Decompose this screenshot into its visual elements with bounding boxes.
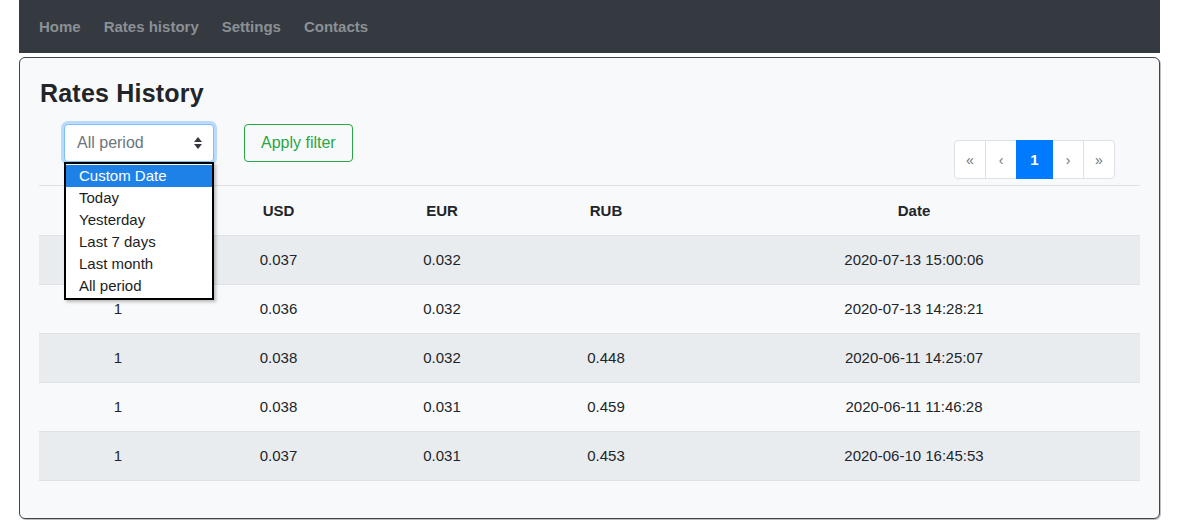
select-arrows-icon (194, 137, 202, 149)
dropdown-option[interactable]: Last 7 days (66, 231, 212, 253)
table-row: 1 0.038 0.032 0.448 2020-06-11 14:25:07 (39, 334, 1140, 383)
cell-usd: 0.036 (197, 285, 360, 334)
dropdown-option[interactable]: All period (66, 275, 212, 297)
column-header-date: Date (688, 186, 1140, 236)
table-row: 1 0.038 0.031 0.459 2020-06-11 11:46:28 (39, 383, 1140, 432)
table-row: 1 0.037 0.031 0.453 2020-06-10 16:45:53 (39, 432, 1140, 481)
cell-eur: 0.032 (360, 285, 524, 334)
cell-eur: 0.031 (360, 432, 524, 481)
cell-usd: 0.037 (197, 236, 360, 285)
cell-eur: 0.032 (360, 236, 524, 285)
cell-rub: 0.453 (524, 432, 688, 481)
pagination: « ‹ 1 › » (954, 140, 1115, 146)
cell-date: 2020-07-13 15:00:06 (688, 236, 1140, 285)
period-dropdown: Custom Date Today Yesterday Last 7 days … (64, 162, 214, 300)
cell-byn: 1 (39, 334, 197, 383)
nav-item[interactable]: Settings (214, 18, 289, 35)
cell-date: 2020-06-10 16:45:53 (688, 432, 1140, 481)
nav-list: Home Rates history Settings Contacts (31, 18, 383, 35)
cell-usd: 0.038 (197, 334, 360, 383)
pagination-button[interactable]: 1 (1016, 140, 1053, 179)
cell-date: 2020-06-11 11:46:28 (688, 383, 1140, 432)
top-navbar: Home Rates history Settings Contacts (19, 0, 1160, 53)
cell-date: 2020-06-11 14:25:07 (688, 334, 1140, 383)
cell-date: 2020-07-13 14:28:21 (688, 285, 1140, 334)
period-select-value: All period (77, 134, 144, 152)
rates-history-card: Rates History All period Custom Date Tod… (19, 57, 1160, 519)
column-header-eur: EUR (360, 186, 524, 236)
dropdown-option[interactable]: Yesterday (66, 209, 212, 231)
dropdown-option[interactable]: Last month (66, 253, 212, 275)
column-header-usd: USD (197, 186, 360, 236)
dropdown-option[interactable]: Custom Date (66, 165, 212, 187)
cell-rub: 0.448 (524, 334, 688, 383)
pagination-button[interactable]: ‹ (985, 140, 1017, 179)
nav-item[interactable]: Home (31, 18, 89, 35)
cell-byn: 1 (39, 432, 197, 481)
pagination-button[interactable]: › (1052, 140, 1084, 179)
period-select[interactable]: All period (64, 124, 214, 162)
cell-byn: 1 (39, 383, 197, 432)
nav-item[interactable]: Rates history (96, 18, 207, 35)
pagination-button[interactable]: » (1083, 140, 1115, 179)
cell-eur: 0.032 (360, 334, 524, 383)
cell-rub (524, 285, 688, 334)
dropdown-option[interactable]: Today (66, 187, 212, 209)
column-header-rub: RUB (524, 186, 688, 236)
pagination-button[interactable]: « (954, 140, 986, 179)
app-container: Home Rates history Settings Contacts Rat… (19, 0, 1160, 519)
apply-filter-button[interactable]: Apply filter (244, 124, 353, 162)
page-title: Rates History (40, 78, 1140, 108)
cell-usd: 0.037 (197, 432, 360, 481)
nav-item[interactable]: Contacts (296, 18, 376, 35)
cell-eur: 0.031 (360, 383, 524, 432)
filter-bar: All period Custom Date Today Yesterday L… (64, 124, 1115, 162)
cell-rub (524, 236, 688, 285)
cell-rub: 0.459 (524, 383, 688, 432)
cell-usd: 0.038 (197, 383, 360, 432)
